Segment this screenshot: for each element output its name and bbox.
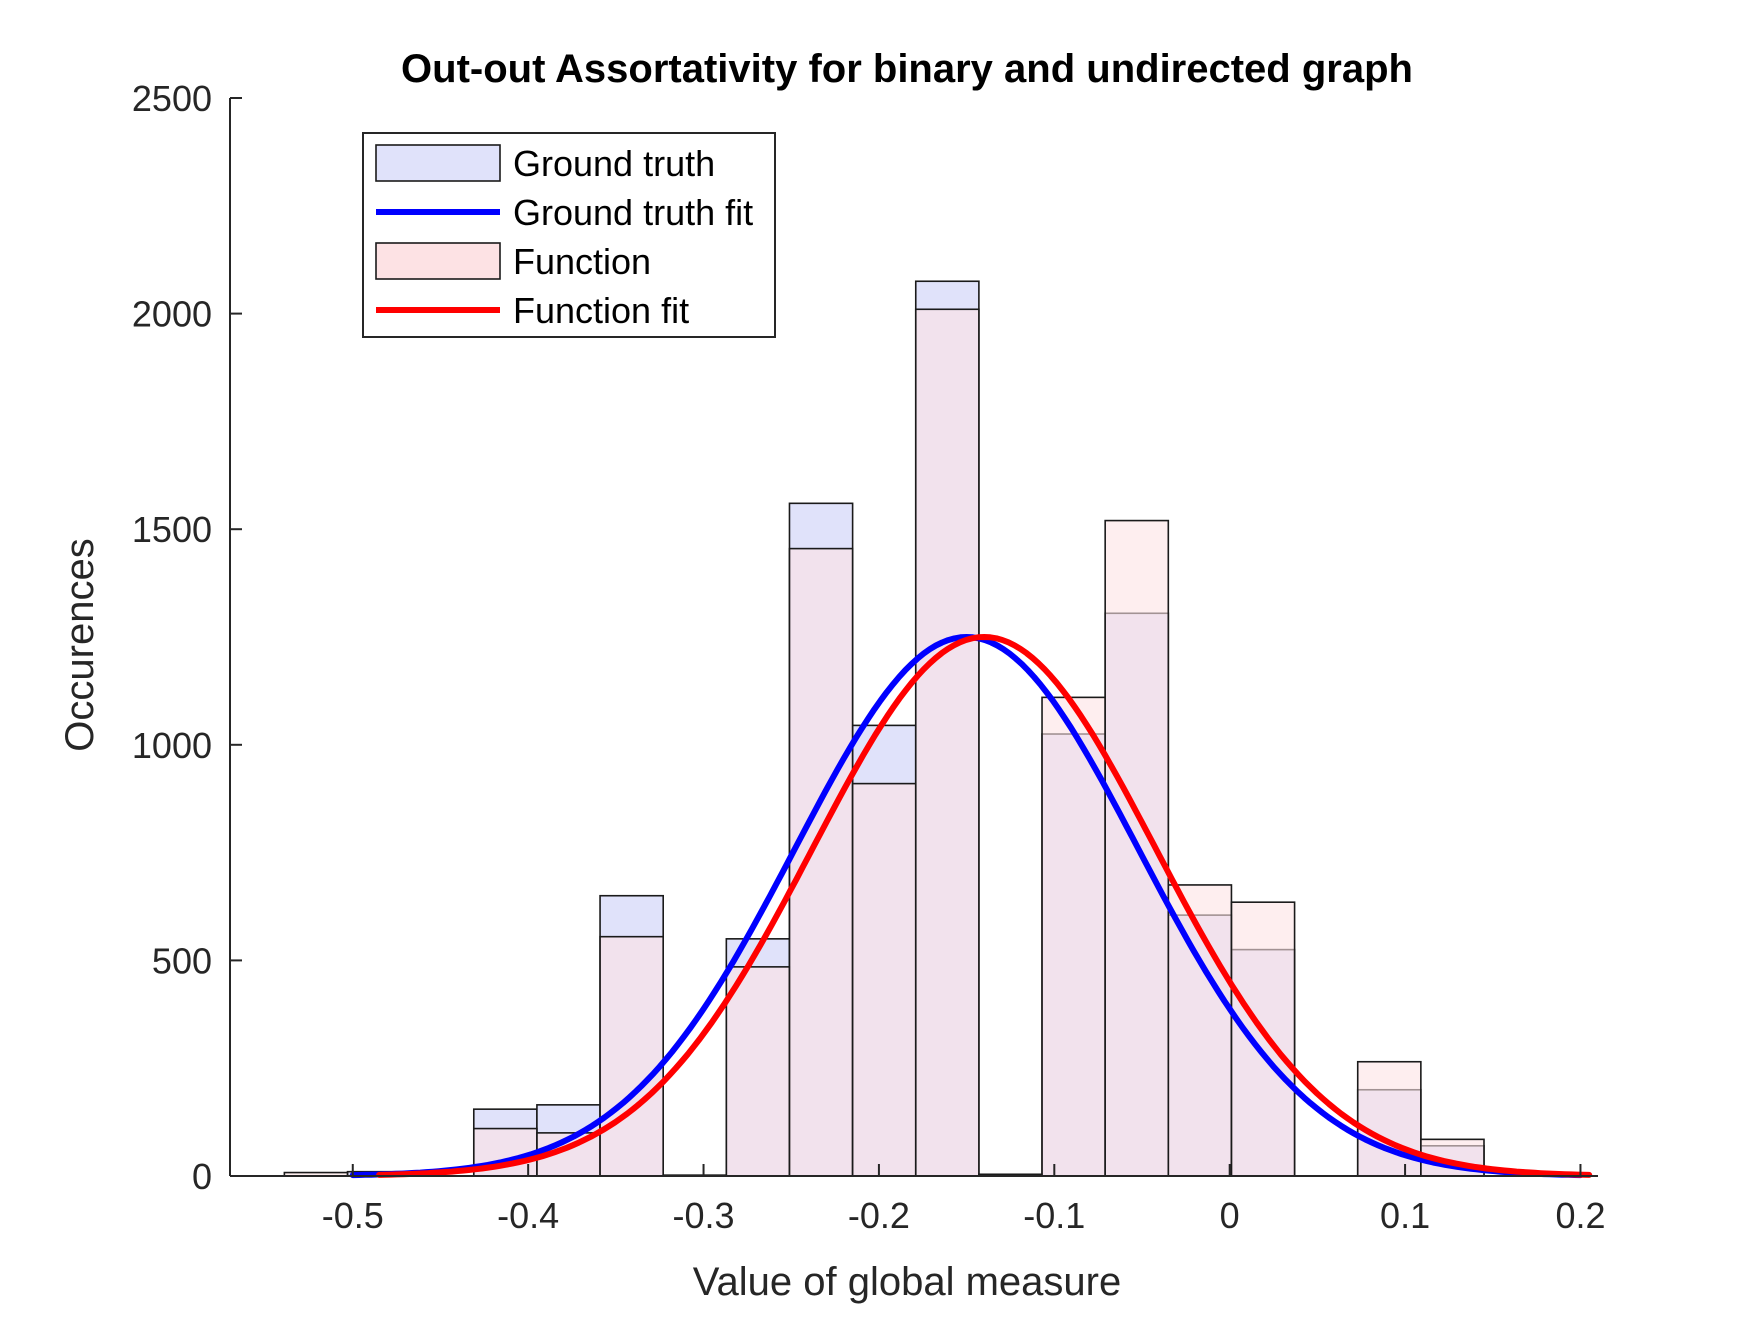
function-bar <box>851 782 917 1177</box>
function-bar <box>1041 696 1106 1177</box>
x-axis-label: Value of global measure <box>693 1260 1121 1304</box>
y-tick-label: 2000 <box>132 294 212 335</box>
function-bar <box>599 935 664 1177</box>
x-tick-label: 0.1 <box>1380 1195 1430 1236</box>
legend-label-function: Function <box>513 241 651 282</box>
y-tick-label: 2500 <box>132 78 212 119</box>
y-tick-label: 1500 <box>132 509 212 550</box>
x-tick-label: -0.1 <box>1023 1195 1085 1236</box>
x-tick-label: -0.3 <box>673 1195 735 1236</box>
function-bar <box>914 308 980 1177</box>
legend-label-function-fit: Function fit <box>513 290 689 331</box>
axes: 0 500 1000 1500 2000 2500 -0.5 -0.4 -0.3 -0.2 -0.1… <box>132 78 1606 1236</box>
x-tick-label: 0 <box>1220 1195 1240 1236</box>
x-tick-label: -0.2 <box>848 1195 910 1236</box>
legend-label-ground-truth: Ground truth <box>513 143 715 184</box>
x-tick-label: 0.2 <box>1555 1195 1605 1236</box>
legend-label-ground-truth-fit: Ground truth fit <box>513 192 753 233</box>
function-fit-line <box>376 634 1593 1178</box>
chart-title: Out-out Assortativity for binary and und… <box>401 47 1413 91</box>
function-bar <box>725 966 791 1177</box>
function-bar <box>1230 901 1296 1177</box>
y-tick-label: 0 <box>192 1156 212 1197</box>
fit-curves <box>349 634 1593 1179</box>
x-tick-label: -0.5 <box>322 1195 384 1236</box>
y-axis-label: Occurences <box>58 538 102 751</box>
legend-swatch-ground-truth <box>375 144 501 182</box>
y-tick-label: 1000 <box>132 725 212 766</box>
legend: Ground truth Ground truth fit Function Func… <box>362 132 776 338</box>
x-tick-label: -0.4 <box>497 1195 559 1236</box>
function-bar <box>788 547 854 1177</box>
y-tick-label: 500 <box>152 940 212 981</box>
legend-swatch-function <box>375 242 501 280</box>
